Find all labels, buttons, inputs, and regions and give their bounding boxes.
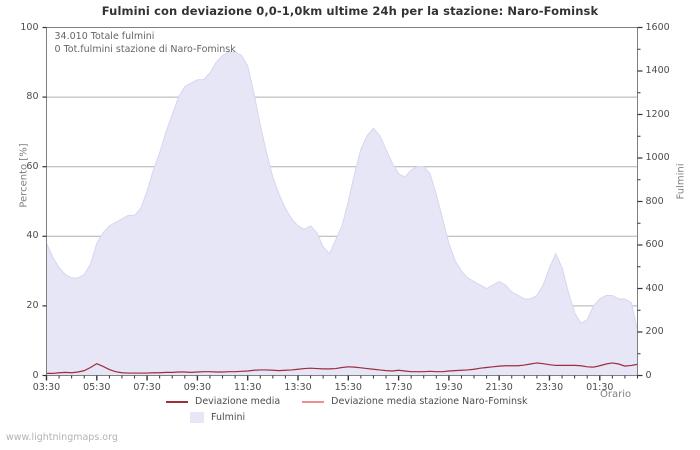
y-axis-right-tick-label: 1200	[645, 108, 670, 120]
y-axis-left-tick-label: 0	[32, 369, 39, 381]
y-axis-right-tick-label: 600	[645, 239, 664, 250]
line-series-deviazione-media	[46, 362, 638, 375]
x-axis-tick-label: 11:30	[233, 381, 262, 393]
y-axis-right-tick-label: 200	[645, 326, 664, 337]
y-axis-right-tick-label: 400	[645, 282, 664, 294]
x-axis-tick-label: 03:30	[32, 381, 61, 393]
x-axis-tick-label: 15:30	[334, 381, 362, 393]
x-axis-tick-label: 07:30	[133, 381, 161, 393]
x-axis-tick-label: 17:30	[384, 381, 413, 393]
legend-item: Fulmini	[190, 412, 245, 423]
x-axis-tick-label: 19:30	[435, 381, 463, 393]
y-axis-right-tick-label: 0	[645, 369, 652, 381]
y-axis-left-tick-label: 80	[26, 91, 39, 103]
footer-site-label: www.lightningmaps.org	[6, 432, 118, 443]
legend-item: Deviazione media	[166, 396, 280, 407]
x-axis-tick-label: 09:30	[183, 381, 212, 393]
area-series-fulmini	[46, 51, 638, 376]
y-axis-left-tick-label: 40	[26, 230, 39, 242]
legend-line-swatch	[166, 400, 188, 403]
legend-row: Deviazione media Deviazione media stazion…	[166, 396, 550, 407]
legend-item: Deviazione media stazione Naro-Fominsk	[302, 396, 528, 407]
x-axis-tick-label: 05:30	[83, 381, 111, 393]
legend-label: Deviazione media stazione Naro-Fominsk	[331, 396, 528, 407]
legend-line-swatch	[302, 400, 325, 403]
y-axis-left-tick-label: 60	[26, 160, 39, 172]
legend-label: Fulmini	[211, 412, 246, 423]
y-axis-left-tick-label: 20	[26, 299, 39, 311]
legend-row: Fulmini	[190, 412, 267, 423]
y-axis-left-tick-label: 100	[20, 21, 39, 33]
legend-box-swatch	[190, 412, 204, 423]
chart-annotation: 0 Tot.fulmini stazione di Naro-Fominsk	[54, 43, 236, 55]
x-axis-tick-label: 21:30	[485, 381, 513, 393]
x-axis-tick-label: 23:30	[535, 381, 564, 393]
x-axis-tick-label: 01:30	[586, 381, 614, 393]
legend-label: Deviazione media	[195, 396, 281, 407]
y-axis-right-title: Fulmini	[675, 163, 687, 200]
x-axis-title: Orario	[600, 389, 632, 400]
y-axis-right-tick-label: 1400	[645, 65, 670, 76]
y-axis-right-tick-label: 800	[645, 195, 664, 207]
x-axis-tick-label: 13:30	[284, 381, 312, 393]
chart-annotation: 34.010 Totale fulmini	[54, 30, 155, 42]
area-series-outline	[46, 51, 638, 331]
chart-title: Fulmini con deviazione 0,0-1,0km ultime …	[101, 4, 599, 18]
y-axis-right-tick-label: 1600	[645, 21, 670, 33]
y-axis-left-title: Percento [%]	[18, 143, 30, 208]
y-axis-right-tick-label: 1000	[645, 152, 670, 163]
